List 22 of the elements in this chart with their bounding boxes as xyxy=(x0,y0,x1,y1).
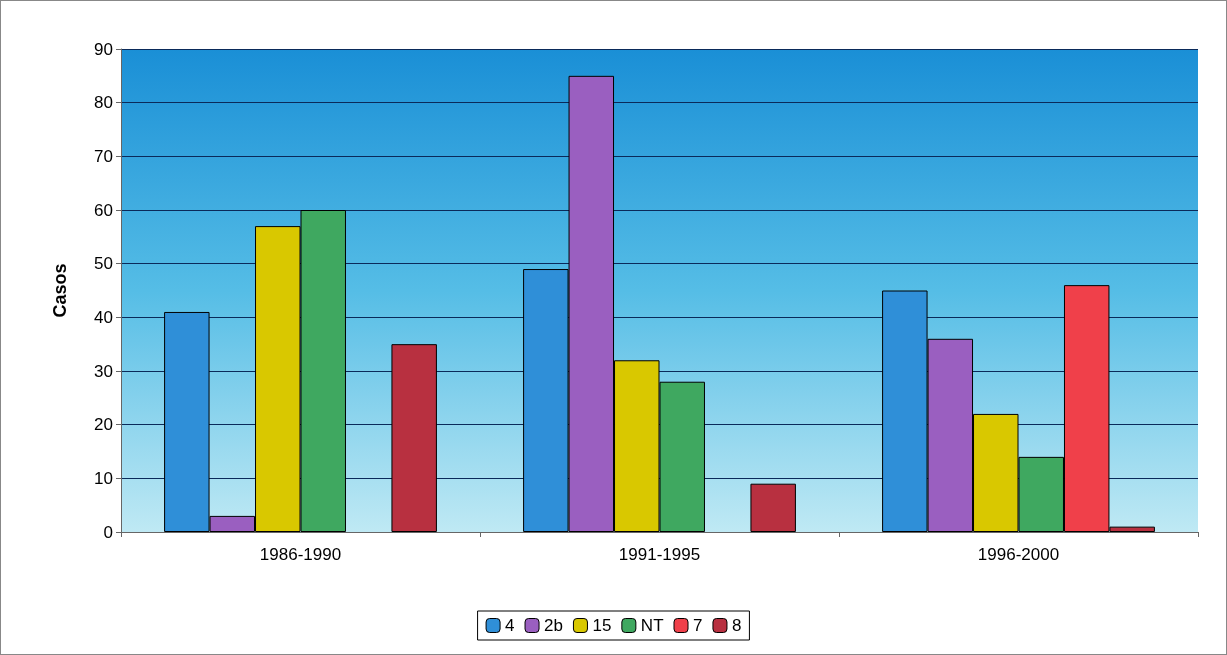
y-tick-label: 0 xyxy=(103,522,113,542)
legend-label: 4 xyxy=(505,616,515,635)
legend-label: 7 xyxy=(693,616,703,635)
y-tick-label: 40 xyxy=(94,307,113,327)
legend-label: 15 xyxy=(592,616,612,635)
y-tick-label: 90 xyxy=(94,39,113,59)
y-tick-label: 30 xyxy=(94,361,113,381)
x-tick-label: 1996-2000 xyxy=(977,545,1060,564)
bar xyxy=(750,483,796,532)
y-tick-label: 20 xyxy=(94,415,113,435)
y-tick-label: 70 xyxy=(94,146,113,166)
y-tick-label: 80 xyxy=(94,93,113,113)
x-tick-label: 1991-1995 xyxy=(618,545,701,564)
y-tick-label: 60 xyxy=(94,200,113,220)
legend-label: 8 xyxy=(731,616,742,635)
y-tick-label: 50 xyxy=(94,254,113,274)
bar xyxy=(391,344,437,532)
legend-label: NT xyxy=(640,616,664,635)
legend-label: 2b xyxy=(544,616,563,635)
x-tick-label: 1986-1990 xyxy=(259,545,342,564)
y-tick-label: 10 xyxy=(94,468,113,488)
y-axis-title: Casos xyxy=(50,263,70,318)
